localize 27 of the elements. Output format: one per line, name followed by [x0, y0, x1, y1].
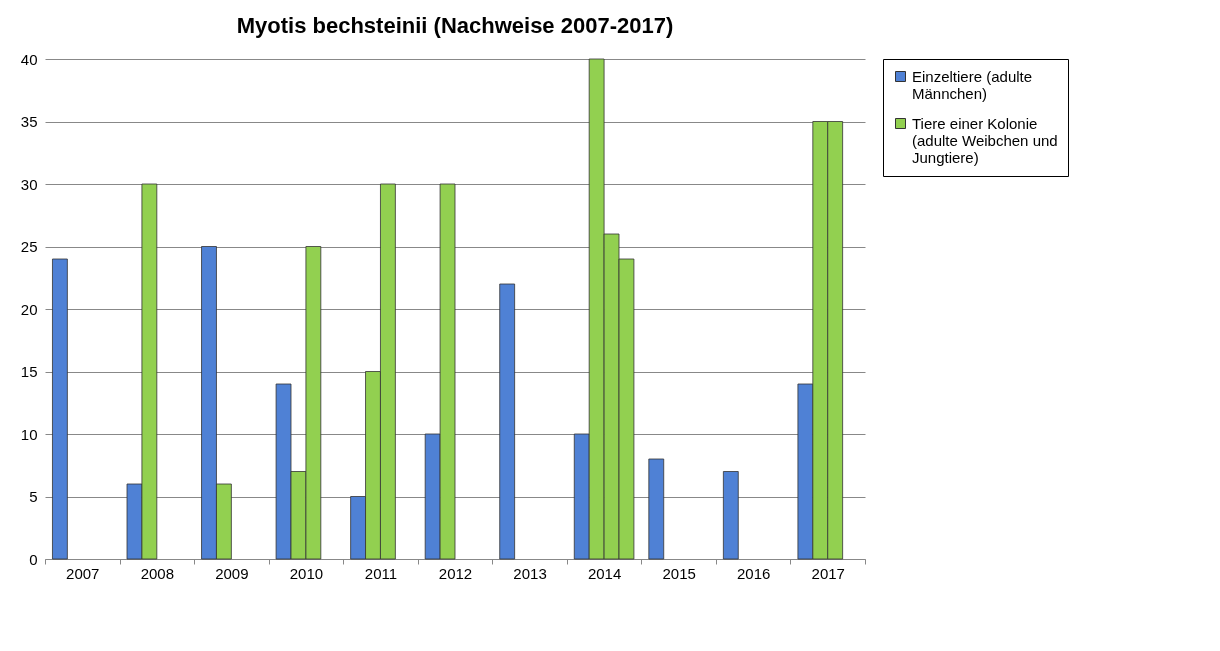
x-tick-label: 2007 [66, 564, 100, 582]
y-tick-label: 30 [20, 175, 38, 193]
x-tick-label: 2016 [736, 564, 771, 582]
bar [648, 458, 665, 560]
y-tick-label: 40 [20, 50, 38, 68]
bar [499, 283, 516, 560]
x-tick-label: 2013 [513, 564, 547, 582]
x-tick-label: 2011 [364, 564, 398, 582]
legend-label: Tiere einer Kolonie (adulte Weibchen und Jungtiere) [912, 114, 1058, 166]
x-tick-label: 2017 [811, 564, 845, 582]
x-tick-label: 2010 [289, 564, 324, 582]
y-tick-label: 20 [20, 300, 38, 318]
y-tick-label: 25 [20, 238, 38, 255]
bar [52, 258, 68, 560]
y-tick-label: 15 [20, 363, 38, 380]
y-tick-label: 5 [29, 488, 38, 505]
chart-title: Myotis bechsteinii (Nachweise 2007-2017) [236, 13, 674, 38]
y-tick-label: 0 [29, 550, 38, 568]
bar [722, 471, 739, 560]
legend-label: Einzeltiere (adulte Männchen) [912, 67, 1033, 102]
x-tick-label: 2009 [215, 564, 249, 582]
x-tick-label: 2008 [140, 564, 175, 582]
y-tick-label: 35 [20, 113, 38, 130]
x-tick-label: 2014 [587, 564, 622, 582]
x-tick-label: 2015 [662, 564, 696, 582]
x-tick-label: 2012 [438, 564, 473, 582]
y-tick-label: 10 [20, 425, 38, 443]
